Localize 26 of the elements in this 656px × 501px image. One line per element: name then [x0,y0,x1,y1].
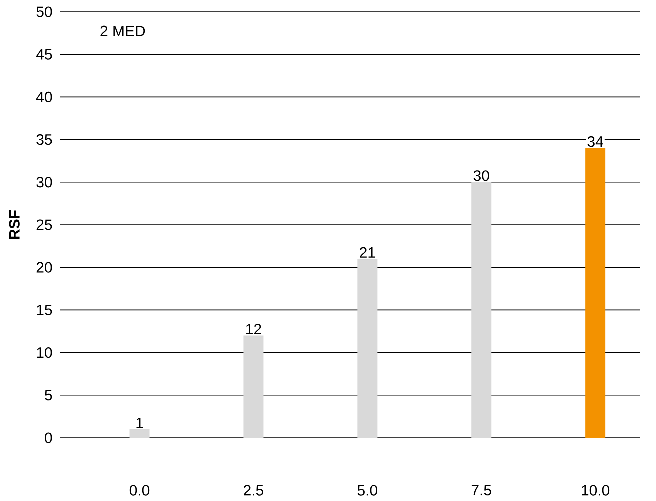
x-tick-label: 2.5 [244,485,264,496]
y-tick-label: 35 [36,134,52,146]
bar [358,259,378,438]
x-tick-label: 10.0 [582,485,610,496]
y-tick-label: 20 [36,262,52,273]
bar [472,182,492,438]
y-tick-label: 15 [37,304,52,316]
x-tick-label: 7.5 [472,485,492,496]
data-label: 12 [246,324,262,335]
data-label: 34 [588,136,604,148]
data-label: 30 [474,170,490,182]
data-label: 21 [360,247,376,258]
y-tick-label: 25 [36,220,52,230]
y-tick-label: 50 [36,6,52,18]
annotation: 2 MED [100,26,146,36]
y-tick-label: 30 [36,177,52,188]
y-tick-label: 40 [36,92,52,103]
x-tick-label: 0.0 [130,485,150,496]
x-tick-label: 5.0 [358,485,378,496]
bar [130,429,150,438]
data-label: 1 [136,418,144,428]
y-axis-title: RSF [9,210,20,239]
y-tick-label: 5 [45,390,52,401]
y-tick-label: 45 [36,49,52,60]
y-tick-label: 10 [37,347,52,358]
y-tick-label: 0 [45,432,52,444]
